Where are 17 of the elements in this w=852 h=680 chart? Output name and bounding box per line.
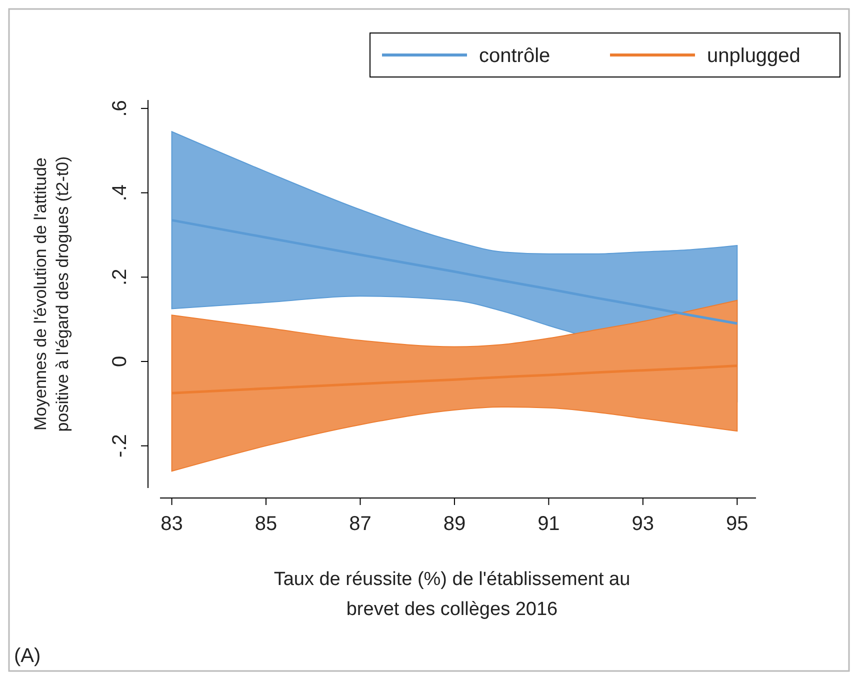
x-tick-label: 89: [443, 513, 466, 535]
y-tick-label: .4: [109, 184, 131, 202]
y-tick-label: .6: [109, 100, 131, 117]
y-tick-label: 0: [109, 356, 131, 368]
x-tick-label: 87: [349, 513, 372, 535]
y-axis-title: Moyennes de l'évolution de l'attitude positive à l'égard des drogues (t2-t0): [31, 156, 72, 432]
text: (A): [14, 645, 41, 667]
x-tick-label: 91: [538, 513, 560, 535]
y-tick-label: -.2: [109, 434, 131, 458]
legend-label: unplugged: [707, 45, 800, 67]
y-tick-label: .2: [109, 268, 131, 286]
x-axis-title: Taux de réussite (%) de l'établissement au brevet des collèges 2016: [274, 569, 630, 620]
x-tick-label: 95: [726, 513, 748, 535]
x-tick-label: 93: [632, 513, 654, 535]
x-tick-label: 85: [254, 513, 278, 535]
x-tick-label: 83: [160, 513, 183, 535]
legend-label: contrôle: [479, 45, 550, 67]
